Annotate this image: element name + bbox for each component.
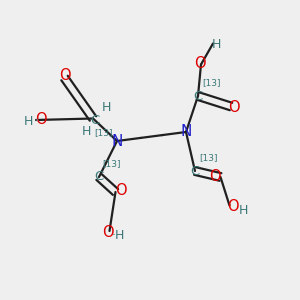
Text: O: O xyxy=(195,56,206,71)
Text: H: H xyxy=(238,203,248,217)
Text: H: H xyxy=(24,115,34,128)
Text: O: O xyxy=(36,112,47,128)
Text: C: C xyxy=(94,170,103,184)
Text: O: O xyxy=(102,225,114,240)
Text: C: C xyxy=(90,113,99,127)
Text: C: C xyxy=(193,90,202,103)
Text: C: C xyxy=(190,165,199,178)
Text: O: O xyxy=(209,169,220,184)
Text: [13]: [13] xyxy=(94,128,113,137)
Text: O: O xyxy=(59,68,70,83)
Text: O: O xyxy=(227,199,238,214)
Text: [13]: [13] xyxy=(102,159,121,168)
Text: H: H xyxy=(82,125,92,139)
Text: N: N xyxy=(180,124,192,140)
Text: N: N xyxy=(111,134,123,148)
Text: H: H xyxy=(211,38,221,52)
Text: O: O xyxy=(115,183,127,198)
Text: [13]: [13] xyxy=(202,78,221,87)
Text: H: H xyxy=(102,100,111,114)
Text: ·H: ·H xyxy=(112,229,125,242)
Text: ·: · xyxy=(34,114,39,128)
Text: [13]: [13] xyxy=(200,153,218,162)
Text: O: O xyxy=(228,100,240,115)
